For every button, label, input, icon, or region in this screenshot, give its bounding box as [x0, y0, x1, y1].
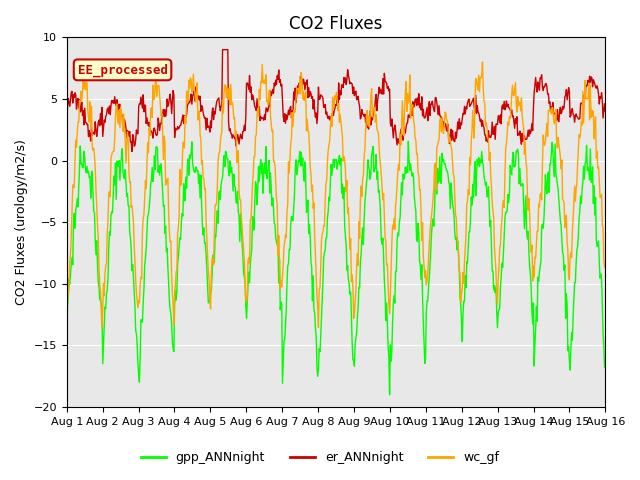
gpp_ANNnight: [402, 170, 410, 176]
wc_gf: [402, 79, 410, 84]
er_ANNnight: [129, 132, 136, 137]
gpp_ANNnight: [404, 138, 412, 144]
gpp_ANNnight: [63, 329, 70, 335]
er_ANNnight: [219, 47, 227, 52]
Legend: gpp_ANNnight, er_ANNnight, wc_gf: gpp_ANNnight, er_ANNnight, wc_gf: [136, 446, 504, 469]
wc_gf: [129, 210, 136, 216]
Line: gpp_ANNnight: gpp_ANNnight: [67, 141, 605, 395]
wc_gf: [98, 325, 106, 331]
wc_gf: [418, 238, 426, 244]
gpp_ANNnight: [183, 185, 191, 191]
er_ANNnight: [184, 103, 191, 109]
er_ANNnight: [419, 113, 426, 119]
Line: wc_gf: wc_gf: [67, 62, 605, 328]
gpp_ANNnight: [386, 392, 394, 398]
wc_gf: [63, 308, 70, 314]
gpp_ANNnight: [602, 365, 609, 371]
wc_gf: [212, 203, 220, 208]
gpp_ANNnight: [419, 294, 426, 300]
er_ANNnight: [602, 108, 609, 114]
Y-axis label: CO2 Fluxes (urology/m2/s): CO2 Fluxes (urology/m2/s): [15, 139, 28, 305]
gpp_ANNnight: [128, 268, 136, 274]
gpp_ANNnight: [211, 232, 219, 238]
wc_gf: [184, 90, 191, 96]
er_ANNnight: [128, 149, 136, 155]
wc_gf: [602, 262, 609, 268]
wc_gf: [73, 144, 81, 150]
Line: er_ANNnight: er_ANNnight: [67, 49, 605, 152]
Title: CO2 Fluxes: CO2 Fluxes: [289, 15, 383, 33]
er_ANNnight: [63, 118, 70, 124]
er_ANNnight: [403, 120, 411, 126]
er_ANNnight: [73, 106, 81, 112]
er_ANNnight: [212, 105, 220, 110]
Text: EE_processed: EE_processed: [77, 63, 168, 76]
gpp_ANNnight: [73, 203, 81, 208]
wc_gf: [479, 59, 486, 65]
